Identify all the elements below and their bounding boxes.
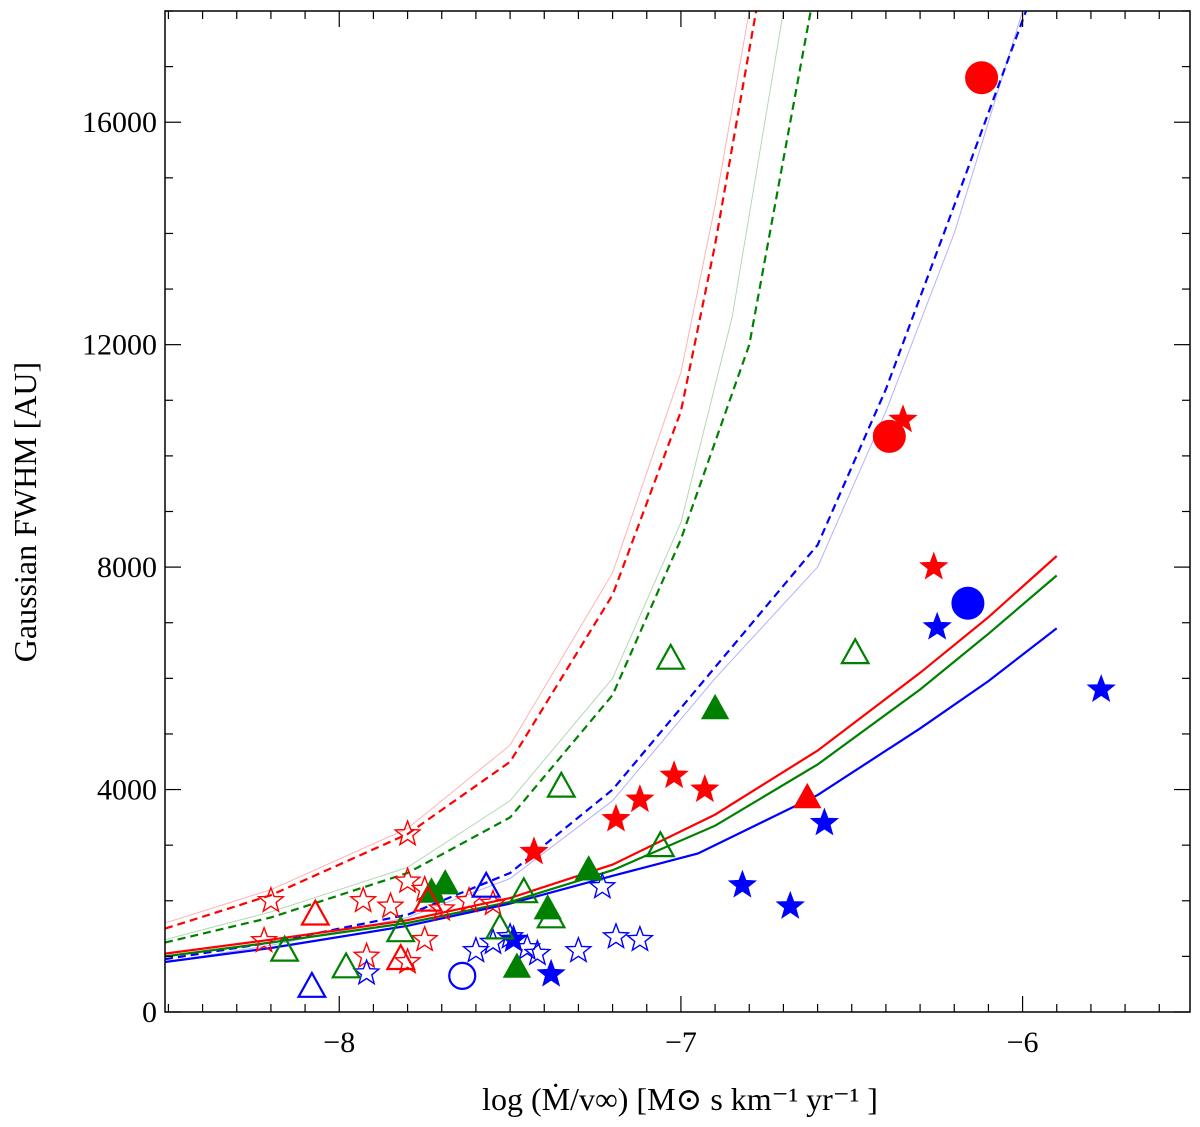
- point-blue-filled-star: [536, 958, 566, 987]
- curve-red-faint: [165, 11, 750, 924]
- point-blue-open-star: [461, 935, 491, 963]
- point-blue-open-circle: [448, 961, 477, 990]
- tick-labels-layer: −8 −7 −6 0 4000 8000 12000 16000: [82, 106, 1039, 1059]
- x-axis-label: log (Ṁ/v∞) [M⊙ s km⁻¹ yr⁻¹ ]: [482, 1081, 878, 1117]
- point-green-open-triangle: [269, 934, 300, 962]
- y-tick-label: 8000: [97, 551, 157, 584]
- point-green-filled-triangle: [574, 855, 603, 881]
- points-layer: [249, 61, 1116, 998]
- point-red-open-star: [249, 925, 279, 953]
- point-blue-open-star: [523, 938, 552, 966]
- point-blue-open-star: [588, 871, 617, 900]
- point-green-open-triangle: [508, 876, 539, 904]
- curve-green-solid: [165, 574, 1058, 958]
- point-red-filled-star: [659, 760, 689, 789]
- x-tick-label: −8: [323, 1026, 355, 1059]
- x-tick-label: −6: [1007, 1026, 1039, 1059]
- point-red-filled-triangle: [793, 782, 822, 809]
- point-green-filled-triangle: [417, 877, 446, 903]
- point-blue-filled-star: [775, 890, 805, 919]
- point-green-open-triangle: [655, 642, 686, 670]
- curve-red-dashed: [165, 11, 758, 930]
- point-red-filled-star: [601, 803, 631, 832]
- point-red-open-triangle: [412, 884, 444, 912]
- point-blue-open-triangle: [471, 870, 502, 898]
- point-red-open-star: [352, 941, 381, 969]
- point-blue-open-star: [495, 921, 525, 950]
- point-red-open-star: [393, 866, 422, 894]
- point-red-filled-star: [519, 836, 549, 865]
- point-red-open-star: [348, 885, 378, 913]
- curve-green-faint: [165, 11, 784, 941]
- y-tick-label: 12000: [82, 329, 157, 362]
- y-tick-label: 16000: [82, 106, 157, 139]
- curve-blue-dashed: [165, 11, 1028, 961]
- point-green-filled-triangle: [700, 693, 730, 720]
- point-blue-filled-circle: [951, 586, 985, 620]
- point-red-filled-star: [888, 404, 918, 433]
- point-green-open-triangle: [535, 901, 567, 929]
- point-blue-open-star: [625, 924, 655, 952]
- point-red-open-star: [256, 885, 286, 913]
- point-blue-open-triangle: [296, 970, 328, 998]
- point-red-open-star: [376, 891, 405, 919]
- point-blue-open-star: [352, 958, 381, 986]
- point-blue-filled-star: [1086, 674, 1116, 702]
- point-red-open-star: [393, 818, 422, 847]
- point-red-open-triangle: [385, 942, 416, 971]
- curve-blue-faint: [165, 11, 1024, 963]
- point-green-filled-triangle: [431, 869, 460, 895]
- point-blue-filled-star: [809, 807, 840, 836]
- point-blue-filled-star: [922, 611, 952, 640]
- point-red-open-star: [478, 888, 508, 916]
- point-green-open-triangle: [330, 951, 362, 979]
- point-blue-open-star: [601, 921, 631, 950]
- ticks-layer: [165, 10, 1190, 1013]
- point-red-open-triangle: [300, 898, 331, 926]
- y-tick-label: 4000: [97, 774, 157, 807]
- point-green-filled-triangle: [533, 894, 562, 920]
- curve-blue-solid: [165, 627, 1058, 964]
- x-tick-label: −7: [665, 1026, 697, 1059]
- point-green-open-triangle: [484, 912, 515, 940]
- point-red-filled-star: [919, 551, 949, 580]
- point-green-open-triangle: [385, 915, 416, 943]
- curve-red-solid: [165, 555, 1058, 955]
- curve-green-dashed: [165, 11, 812, 944]
- point-blue-open-star: [564, 935, 593, 963]
- point-red-open-star: [393, 947, 422, 975]
- y-axis-label: Gaussian FWHM [AU]: [7, 362, 43, 662]
- y-tick-label: 0: [142, 996, 157, 1029]
- point-green-open-triangle: [546, 770, 577, 798]
- point-red-filled-star: [625, 784, 655, 813]
- point-green-filled-triangle: [502, 952, 532, 978]
- plot-frame: [164, 10, 1191, 1013]
- point-red-filled-star: [690, 774, 720, 803]
- point-green-open-triangle: [645, 830, 676, 858]
- point-green-open-triangle: [840, 637, 871, 665]
- point-red-open-star: [427, 894, 457, 922]
- point-red-filled-circle: [965, 61, 999, 95]
- point-red-open-star: [410, 924, 439, 952]
- point-blue-filled-star: [727, 869, 758, 898]
